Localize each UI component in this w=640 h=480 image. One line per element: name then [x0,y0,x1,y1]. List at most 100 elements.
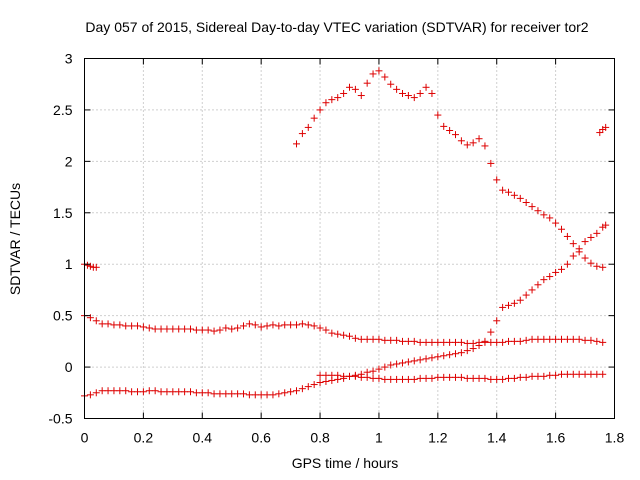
data-point-track-a [487,159,495,167]
data-point-track-d [510,374,518,382]
data-point-track-c [228,390,236,398]
data-point-track-c [563,260,571,268]
data-point-track-d [369,374,377,382]
axis-ticks [84,58,615,419]
data-point-track-b [192,326,200,334]
data-point-track-c [293,387,300,395]
y-tick-label: 1.5 [53,205,73,221]
data-point-track-b [287,321,295,329]
data-point-track-c [581,238,589,246]
data-point-track-c [399,359,406,367]
data-point-track-c [98,387,106,395]
data-point-track-c [440,352,448,360]
data-point-track-d [599,370,607,378]
data-point-track-b [563,335,571,343]
data-point-track-b [234,324,242,332]
data-point-track-a [516,194,524,202]
data-point-track-d [363,373,371,381]
data-points [81,67,610,400]
data-point-track-d [581,370,589,378]
data-point-track-c [546,273,554,281]
data-point-track-a [452,131,459,139]
data-point-track-c [251,391,259,399]
data-point-track-b [357,335,365,343]
data-point-track-d [328,371,336,379]
data-point-track-b [434,338,442,346]
data-point-track-c [322,377,330,385]
data-point-track-a [322,99,330,107]
data-point-track-b [393,336,401,344]
data-point-track-c [516,296,524,304]
plot-frame [84,58,615,419]
data-point-track-d [593,370,601,378]
data-point-track-d [534,372,542,380]
data-point-track-d [575,370,583,378]
data-point-track-b [334,330,342,338]
data-point-track-b [399,337,406,345]
grid [84,58,615,419]
data-point-track-d [387,375,395,383]
data-point-track-c [310,381,318,389]
data-point-track-a [404,92,412,100]
data-point-track-a [416,89,424,97]
x-tick-label: 1.4 [487,430,507,446]
data-point-track-d [446,373,454,381]
x-tick-label: 0.4 [193,430,213,446]
x-tick-label: 1.6 [546,430,566,446]
data-point-track-a [440,122,448,130]
data-point-track-c [187,388,194,396]
data-point-track-c [222,390,230,398]
y-tick-label: 0.5 [53,308,73,324]
data-point-track-b [92,317,100,325]
data-point-track-b [304,321,312,329]
y-tick-label: 2.5 [53,102,73,118]
data-point-track-c [522,291,530,299]
data-point-track-a [463,141,471,149]
data-point-track-b [293,321,300,329]
data-point-track-c [157,388,165,396]
data-point-track-d [375,374,383,382]
y-tick-label: 2 [65,153,73,169]
data-point-track-d [528,372,536,380]
data-point-track-c [86,391,94,399]
data-point-track-d [546,371,554,379]
data-point-track-b [181,325,189,333]
x-tick-label: 0.6 [251,430,271,446]
data-point-track-b [522,336,530,344]
data-point-track-c [269,391,277,399]
data-point-track-c [287,388,295,396]
data-point-track-a [563,232,571,240]
data-point-track-b [463,339,471,347]
data-point-track-c [558,265,565,273]
data-point-track-c [510,299,518,307]
data-point-track-d [457,373,465,381]
data-point-track-b [346,332,353,340]
data-point-track-c [528,286,536,294]
x-tick-label: 1.2 [428,430,448,446]
data-point-track-c [410,357,418,365]
data-point-track-d [563,370,571,378]
data-point-track-a [602,123,610,131]
data-point-track-a [596,129,604,137]
data-point-track-c [134,388,141,396]
data-point-track-b [310,322,318,330]
y-tick-label: 3 [65,51,73,67]
x-tick-label: 0.8 [310,430,330,446]
data-point-track-b [110,321,118,329]
data-point-track-b [599,338,607,346]
data-point-track-a [540,211,548,219]
data-point-track-b [569,335,577,343]
data-point-track-a [534,207,542,215]
data-point-track-d [475,374,483,382]
data-point-track-a [304,123,312,131]
data-point-track-d [463,374,471,382]
data-point-track-c [534,281,542,289]
data-point-track-c [416,356,424,364]
data-point-track-c [434,353,442,361]
data-point-track-c [505,301,512,309]
data-point-track-d [540,372,548,380]
data-point-track-a [410,94,418,102]
data-point-track-b [145,324,153,332]
data-point-track-d [522,373,530,381]
data-point-track-d [493,375,501,383]
